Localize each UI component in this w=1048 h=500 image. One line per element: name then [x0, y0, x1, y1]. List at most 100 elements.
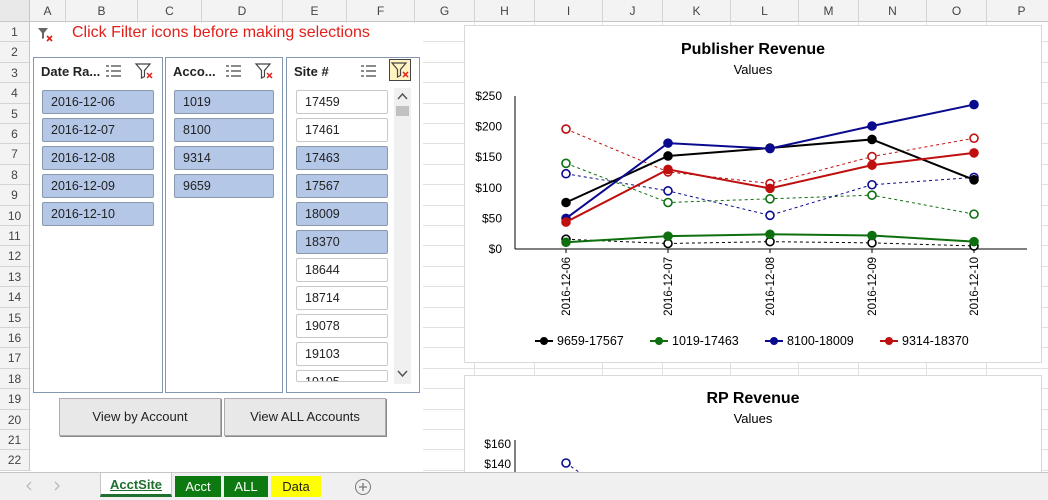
- column-header[interactable]: H: [475, 0, 535, 22]
- x-tick-label: 2016-12-09: [867, 257, 879, 316]
- row-header[interactable]: 7: [0, 144, 30, 165]
- multi-select-icon[interactable]: [104, 62, 124, 80]
- chevron-up-icon[interactable]: [397, 92, 408, 100]
- data-point: [969, 175, 979, 185]
- y-tick-label: $200: [475, 120, 502, 134]
- rp-revenue-chart[interactable]: RP Revenue Values $160 $140: [464, 375, 1042, 472]
- column-header[interactable]: E: [283, 0, 347, 22]
- column-header[interactable]: F: [347, 0, 415, 22]
- row-header[interactable]: 13: [0, 266, 30, 288]
- slicer-item[interactable]: 19103: [296, 342, 388, 366]
- row-header[interactable]: 17: [0, 348, 30, 369]
- row-header[interactable]: 9: [0, 185, 30, 206]
- row-header[interactable]: 12: [0, 246, 30, 267]
- slicer-scrollbar[interactable]: [394, 88, 411, 384]
- column-header[interactable]: J: [603, 0, 663, 22]
- row-header[interactable]: 19: [0, 389, 30, 410]
- column-header[interactable]: D: [202, 0, 283, 22]
- slicer-item[interactable]: 18714: [296, 286, 388, 310]
- slicer-account[interactable]: Acco... 1019 8100 9314 9659: [165, 57, 283, 393]
- column-header[interactable]: P: [987, 0, 1048, 22]
- sheet-tab-acct[interactable]: Acct: [175, 476, 221, 497]
- row-header[interactable]: 10: [0, 205, 30, 226]
- column-header[interactable]: I: [535, 0, 603, 22]
- row-header[interactable]: 6: [0, 124, 30, 145]
- row-header[interactable]: 1: [0, 22, 30, 43]
- clear-filter-icon[interactable]: [254, 62, 274, 80]
- row-header[interactable]: 20: [0, 409, 30, 430]
- column-header[interactable]: B: [66, 0, 138, 22]
- slicer-item[interactable]: 18644: [296, 258, 388, 282]
- data-point: [561, 237, 571, 248]
- row-header[interactable]: 8: [0, 164, 30, 186]
- sheet-tab-data[interactable]: Data: [271, 476, 321, 497]
- view-all-accounts-button[interactable]: View ALL Accounts: [224, 398, 386, 436]
- slicer-item[interactable]: 17459: [296, 90, 388, 114]
- column-header[interactable]: G: [415, 0, 475, 22]
- data-point: [969, 236, 979, 247]
- sheet-tab-all[interactable]: ALL: [224, 476, 268, 497]
- x-tick-label: 2016-12-10: [969, 257, 981, 316]
- chevron-left-icon[interactable]: [24, 481, 34, 491]
- row-header[interactable]: 16: [0, 328, 30, 349]
- y-tick-label: $250: [475, 89, 502, 103]
- slicer-item[interactable]: 2016-12-07: [42, 118, 154, 142]
- data-point: [663, 197, 673, 208]
- slicer-item[interactable]: 18370: [296, 230, 388, 254]
- slicer-item[interactable]: 2016-12-09: [42, 174, 154, 198]
- slicer-item[interactable]: 19105: [296, 370, 388, 382]
- y-tick-label: $160: [484, 437, 511, 451]
- column-header[interactable]: M: [799, 0, 859, 22]
- sheet-tab-acctsite[interactable]: AcctSite: [100, 473, 172, 497]
- row-header[interactable]: 15: [0, 307, 30, 328]
- column-header[interactable]: A: [30, 0, 66, 22]
- data-point: [867, 179, 877, 190]
- data-point: [867, 151, 877, 162]
- column-header[interactable]: K: [663, 0, 731, 22]
- data-point: [663, 186, 673, 196]
- column-header[interactable]: N: [859, 0, 927, 22]
- slicer-item[interactable]: 2016-12-06: [42, 90, 154, 114]
- clear-filter-icon[interactable]: [389, 59, 411, 81]
- view-by-account-button[interactable]: View by Account: [59, 398, 221, 436]
- clear-filter-icon[interactable]: [134, 62, 154, 80]
- row-header[interactable]: 21: [0, 430, 30, 451]
- column-header[interactable]: L: [731, 0, 799, 22]
- slicer-item[interactable]: 9314: [174, 146, 274, 170]
- chart-title: RP Revenue: [706, 390, 799, 407]
- slicer-item[interactable]: 17463: [296, 146, 388, 170]
- row-header[interactable]: 14: [0, 287, 30, 308]
- slicer-item[interactable]: 17567: [296, 174, 388, 198]
- slicer-site[interactable]: Site # 17459 17461 17463 17567 18009 18370 186…: [286, 57, 420, 393]
- scrollbar-thumb[interactable]: [396, 106, 409, 116]
- slicer-item[interactable]: 8100: [174, 118, 274, 142]
- slicer-item[interactable]: 2016-12-10: [42, 202, 154, 226]
- slicer-title: Acco...: [173, 64, 216, 79]
- slicer-item[interactable]: 1019: [174, 90, 274, 114]
- publisher-revenue-chart[interactable]: Publisher Revenue Values $0 $50 $100 $150 $2…: [464, 25, 1042, 363]
- multi-select-icon[interactable]: [224, 62, 244, 80]
- row-header[interactable]: 4: [0, 83, 30, 104]
- multi-select-icon[interactable]: [359, 62, 379, 80]
- slicer-item[interactable]: 17461: [296, 118, 388, 142]
- data-point: [561, 217, 571, 227]
- chevron-right-icon[interactable]: [52, 481, 62, 491]
- row-header[interactable]: 18: [0, 368, 30, 390]
- slicer-item[interactable]: 18009: [296, 202, 388, 226]
- row-header[interactable]: 3: [0, 62, 30, 84]
- slicer-date-range[interactable]: Date Ra... 2016-12-06 2016-12-07 2016-12-0…: [33, 57, 163, 393]
- chevron-down-icon[interactable]: [397, 370, 408, 378]
- row-header[interactable]: 2: [0, 42, 30, 63]
- add-sheet-icon[interactable]: [354, 478, 372, 496]
- select-all-corner[interactable]: [0, 0, 30, 22]
- slicer-title: Date Ra...: [41, 64, 101, 79]
- slicer-item[interactable]: 9659: [174, 174, 274, 198]
- slicer-item[interactable]: 2016-12-08: [42, 146, 154, 170]
- column-header[interactable]: O: [927, 0, 987, 22]
- column-header[interactable]: C: [138, 0, 202, 22]
- row-header[interactable]: 22: [0, 450, 30, 471]
- slicer-item[interactable]: 19078: [296, 314, 388, 338]
- row-header[interactable]: 11: [0, 226, 30, 247]
- row-header[interactable]: 5: [0, 103, 30, 124]
